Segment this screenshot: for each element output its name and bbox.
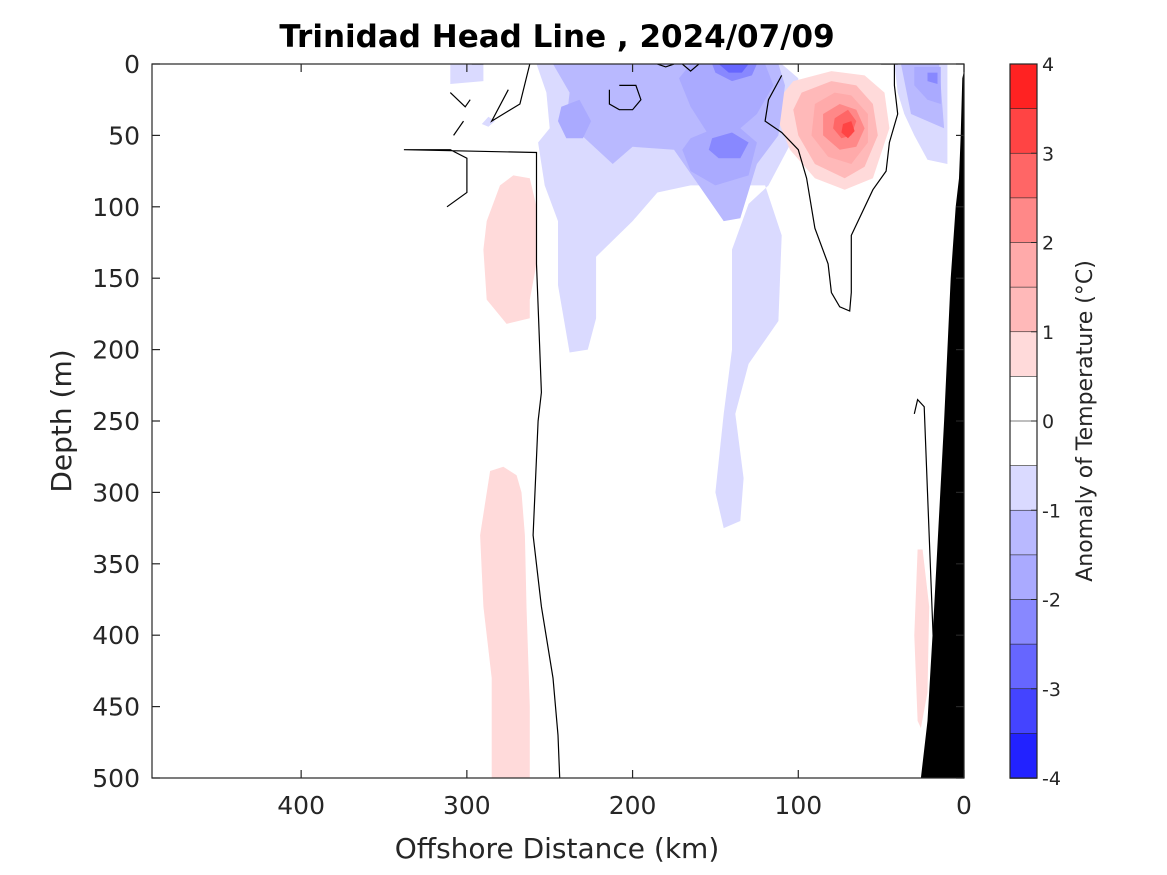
warm-anomaly-region <box>483 175 537 324</box>
colorbar-segment <box>1009 554 1038 601</box>
y-tick-label: 100 <box>92 193 140 222</box>
colorbar-tick-label: -1 <box>1042 500 1061 522</box>
cold-anomaly-region <box>927 72 938 84</box>
colorbar-segment <box>1009 242 1038 288</box>
colorbar: 4 3 2 1 0 -1 -2 -3 -4 <box>1009 54 1061 790</box>
y-tick-label: 300 <box>92 478 140 507</box>
colorbar-tick-label: 4 <box>1042 54 1054 76</box>
colorbar-segment <box>1009 331 1038 378</box>
colorbar-tick-label: 2 <box>1042 233 1054 255</box>
colorbar-segment <box>1009 376 1038 422</box>
warm-anomaly-region <box>480 466 530 778</box>
colorbar-segment <box>1009 599 1038 645</box>
y-axis-ticks: 0 50 100 150 200 250 300 350 400 450 500 <box>92 50 964 793</box>
zero-contour-line <box>403 149 561 778</box>
y-tick-label: 350 <box>92 550 140 579</box>
colorbar-tick-label: -4 <box>1042 768 1061 790</box>
zero-contour-line <box>764 64 899 312</box>
cold-anomaly-region <box>708 132 749 159</box>
colorbar-segment <box>1009 286 1038 333</box>
cold-anomaly-region <box>450 64 484 84</box>
cold-anomaly-region <box>679 64 774 136</box>
y-tick-label: 500 <box>92 764 140 793</box>
x-tick-label: 100 <box>774 791 822 820</box>
y-tick-label: 400 <box>92 621 140 650</box>
colorbar-segment <box>1009 643 1038 690</box>
x-tick-label: 0 <box>956 791 972 820</box>
colorbar-segment <box>1009 733 1038 779</box>
y-tick-label: 150 <box>92 264 140 293</box>
colorbar-tick-label: -2 <box>1042 590 1061 612</box>
zero-contour-line <box>449 92 471 108</box>
zero-contour-line <box>490 64 531 123</box>
cold-anomaly-region <box>558 99 592 139</box>
colorbar-segment <box>1009 63 1038 110</box>
cold-anomaly-region <box>718 64 749 73</box>
x-tick-label: 400 <box>277 791 325 820</box>
colorbar-tick-label: 1 <box>1042 322 1054 344</box>
colorbar-segment <box>1009 152 1038 199</box>
plot-area <box>152 64 964 778</box>
chart-title: Trinidad Head Line , 2024/07/09 <box>279 19 834 55</box>
y-axis-label: Depth (m) <box>45 349 78 492</box>
zero-contour-line <box>608 84 642 111</box>
y-tick-label: 200 <box>92 336 140 365</box>
y-tick-label: 450 <box>92 693 140 722</box>
zero-contour-line <box>453 120 464 136</box>
colorbar-segment <box>1009 688 1038 735</box>
zero-contour-lines <box>403 64 939 778</box>
x-tick-label: 200 <box>609 791 657 820</box>
x-tick-label: 300 <box>443 791 491 820</box>
y-tick-label: 250 <box>92 407 140 436</box>
warm-anomaly-region <box>841 121 855 139</box>
bathymetry-mask <box>920 71 964 778</box>
warm-anomaly-region <box>914 549 930 728</box>
colorbar-segment <box>1009 420 1038 467</box>
x-axis-ticks: 400 300 200 100 0 <box>277 64 972 820</box>
cold-anomaly-region <box>481 116 495 127</box>
colorbar-segment <box>1009 108 1038 155</box>
colorbar-segment <box>1009 197 1038 244</box>
zero-contour-line <box>681 64 700 72</box>
y-tick-label: 50 <box>108 121 140 150</box>
y-tick-label: 0 <box>124 50 140 79</box>
colorbar-segment <box>1009 465 1038 512</box>
zero-contour-line <box>657 64 675 68</box>
x-axis-label: Offshore Distance (km) <box>395 832 720 865</box>
seafloor-bathymetry <box>920 71 964 778</box>
colorbar-tick-label: -3 <box>1042 679 1061 701</box>
colorbar-label: Anomaly of Temperature (°C) <box>1073 260 1098 582</box>
colorbar-tick-label: 0 <box>1042 411 1054 433</box>
colorbar-tick-label: 3 <box>1042 143 1054 165</box>
colorbar-segment <box>1009 509 1038 556</box>
